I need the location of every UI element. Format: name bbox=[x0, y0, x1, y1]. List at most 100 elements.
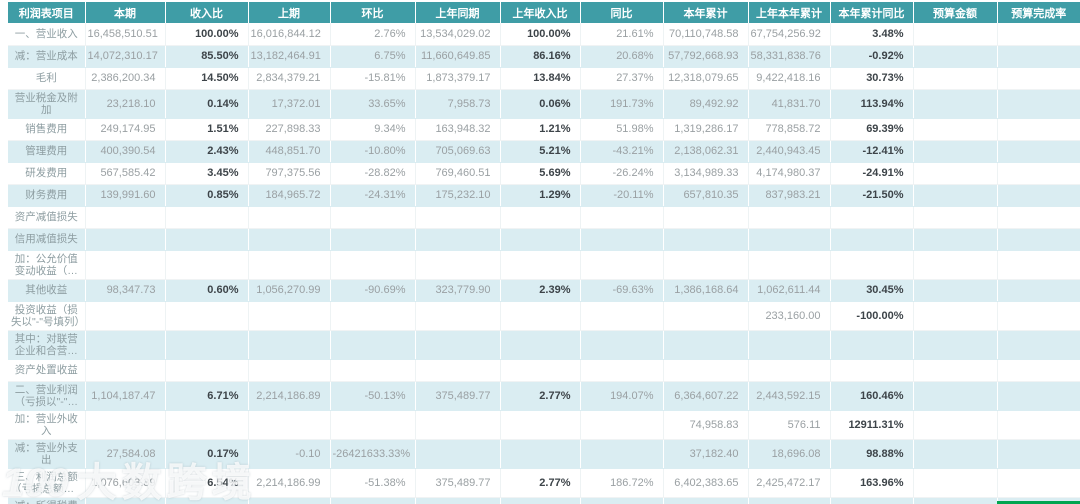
table-cell[interactable] bbox=[330, 497, 416, 504]
table-cell[interactable] bbox=[913, 228, 998, 251]
table-cell[interactable] bbox=[913, 301, 998, 331]
table-cell[interactable]: -20.11% bbox=[580, 184, 664, 207]
table-cell[interactable]: 163.96% bbox=[830, 468, 914, 498]
table-cell[interactable] bbox=[580, 228, 664, 251]
table-cell[interactable] bbox=[997, 140, 1080, 163]
table-cell[interactable]: 186.72% bbox=[580, 468, 664, 498]
table-cell[interactable]: 0.60% bbox=[165, 279, 249, 302]
table-cell[interactable] bbox=[830, 206, 914, 229]
table-cell[interactable] bbox=[913, 250, 998, 280]
table-cell[interactable] bbox=[913, 330, 998, 360]
table-cell[interactable]: 67,754,256.92 bbox=[748, 23, 831, 46]
table-cell[interactable] bbox=[165, 330, 249, 360]
table-cell[interactable]: 2,386,200.34 bbox=[85, 67, 166, 90]
table-cell[interactable] bbox=[997, 228, 1080, 251]
table-cell[interactable]: 567,585.42 bbox=[85, 162, 166, 185]
table-cell[interactable]: -12.41% bbox=[830, 140, 914, 163]
table-cell[interactable] bbox=[830, 250, 914, 280]
table-cell[interactable]: 41,831.70 bbox=[748, 89, 831, 119]
table-cell[interactable] bbox=[997, 301, 1080, 331]
table-cell[interactable] bbox=[580, 301, 664, 331]
table-cell[interactable]: 2.77% bbox=[500, 468, 581, 498]
table-cell[interactable]: 5.21% bbox=[500, 140, 581, 163]
table-cell[interactable] bbox=[330, 228, 416, 251]
table-cell[interactable]: -50.13% bbox=[330, 381, 416, 411]
column-header-11[interactable]: 预算金额 bbox=[913, 2, 998, 23]
table-cell[interactable] bbox=[500, 439, 581, 469]
table-cell[interactable] bbox=[997, 250, 1080, 280]
table-cell[interactable] bbox=[415, 359, 501, 382]
table-cell[interactable]: -26421633.33% bbox=[330, 439, 416, 469]
table-cell[interactable]: -90.69% bbox=[330, 279, 416, 302]
table-cell[interactable] bbox=[415, 497, 501, 504]
table-cell[interactable] bbox=[165, 250, 249, 280]
table-cell[interactable]: 3.48% bbox=[830, 23, 914, 46]
table-cell[interactable]: 1,062,611.44 bbox=[748, 279, 831, 302]
table-cell[interactable]: 58,331,838.76 bbox=[748, 45, 831, 68]
table-cell[interactable] bbox=[415, 439, 501, 469]
table-cell[interactable]: 1,319,286.17 bbox=[663, 118, 749, 141]
table-cell[interactable]: 11,660,649.85 bbox=[415, 45, 501, 68]
table-cell[interactable] bbox=[663, 301, 749, 331]
table-cell[interactable] bbox=[248, 497, 331, 504]
table-cell[interactable] bbox=[248, 301, 331, 331]
table-cell[interactable] bbox=[748, 206, 831, 229]
table-cell[interactable] bbox=[913, 439, 998, 469]
table-cell[interactable] bbox=[248, 206, 331, 229]
table-cell[interactable]: 161.59% bbox=[830, 497, 914, 504]
table-cell[interactable] bbox=[500, 301, 581, 331]
table-cell[interactable] bbox=[415, 330, 501, 360]
table-cell[interactable]: -15.81% bbox=[330, 67, 416, 90]
table-cell[interactable] bbox=[997, 184, 1080, 207]
table-cell[interactable]: 1,104,187.47 bbox=[85, 381, 166, 411]
row-label[interactable]: 其他收益 bbox=[8, 279, 86, 302]
table-cell[interactable]: 0.14% bbox=[165, 89, 249, 119]
table-cell[interactable]: 12,318,079.65 bbox=[663, 67, 749, 90]
table-cell[interactable]: 85.50% bbox=[165, 45, 249, 68]
table-cell[interactable]: -43.21% bbox=[580, 140, 664, 163]
table-cell[interactable] bbox=[997, 381, 1080, 411]
table-cell[interactable] bbox=[913, 206, 998, 229]
table-cell[interactable]: 113.94% bbox=[830, 89, 914, 119]
table-cell[interactable]: 9,422,418.16 bbox=[748, 67, 831, 90]
table-cell[interactable]: 769,460.51 bbox=[415, 162, 501, 185]
table-cell[interactable] bbox=[415, 250, 501, 280]
table-cell[interactable] bbox=[165, 228, 249, 251]
table-cell[interactable]: 6.54% bbox=[165, 468, 249, 498]
table-cell[interactable] bbox=[330, 410, 416, 440]
table-cell[interactable] bbox=[500, 228, 581, 251]
table-cell[interactable]: 18,696.08 bbox=[748, 439, 831, 469]
table-cell[interactable] bbox=[997, 162, 1080, 185]
table-cell[interactable]: 160.46% bbox=[830, 381, 914, 411]
table-cell[interactable] bbox=[997, 45, 1080, 68]
table-cell[interactable] bbox=[500, 410, 581, 440]
table-cell[interactable]: 30.73% bbox=[830, 67, 914, 90]
column-header-2[interactable]: 收入比 bbox=[165, 2, 249, 23]
table-cell[interactable] bbox=[580, 410, 664, 440]
table-cell[interactable] bbox=[997, 468, 1080, 498]
table-cell[interactable]: -28.82% bbox=[330, 162, 416, 185]
row-label[interactable]: 研发费用 bbox=[8, 162, 86, 185]
table-cell[interactable]: -24.31% bbox=[330, 184, 416, 207]
table-cell[interactable] bbox=[748, 359, 831, 382]
table-cell[interactable]: 2.76% bbox=[330, 23, 416, 46]
table-cell[interactable] bbox=[165, 359, 249, 382]
table-cell[interactable] bbox=[580, 359, 664, 382]
table-cell[interactable] bbox=[415, 228, 501, 251]
table-cell[interactable]: 16,016,844.12 bbox=[248, 23, 331, 46]
table-cell[interactable] bbox=[580, 250, 664, 280]
table-cell[interactable] bbox=[580, 497, 664, 504]
row-label[interactable]: 资产处置收益 bbox=[8, 359, 86, 382]
table-cell[interactable] bbox=[997, 330, 1080, 360]
table-cell[interactable]: 37,182.40 bbox=[663, 439, 749, 469]
table-cell[interactable] bbox=[165, 410, 249, 440]
row-label[interactable]: 一、营业收入 bbox=[8, 23, 86, 46]
column-header-10[interactable]: 本年累计同比 bbox=[830, 2, 914, 23]
table-cell[interactable]: 797,375.56 bbox=[248, 162, 331, 185]
table-cell[interactable]: -0.92% bbox=[830, 45, 914, 68]
table-cell[interactable]: 2,214,186.89 bbox=[248, 381, 331, 411]
row-label[interactable]: 三、利润总额（亏损总额以"-"号填列） bbox=[8, 468, 86, 498]
row-label[interactable]: 二、营业利润（亏损以"-"号填列） bbox=[8, 381, 86, 411]
table-cell[interactable] bbox=[330, 250, 416, 280]
table-cell[interactable] bbox=[913, 67, 998, 90]
